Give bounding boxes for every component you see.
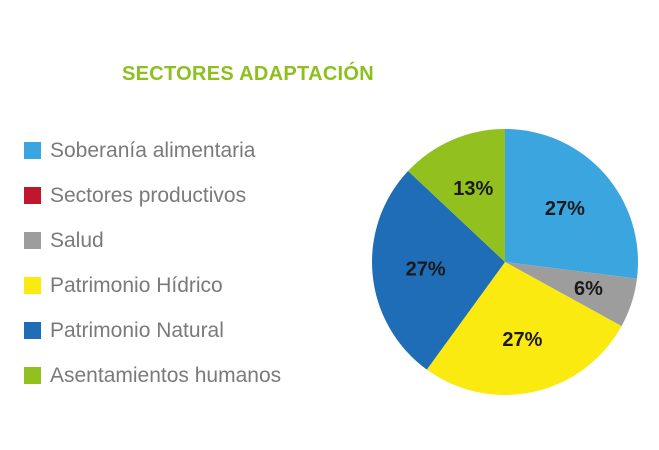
pie-slice-patrimonio-hidrico (426, 262, 622, 396)
legend-label: Patrimonio Natural (50, 318, 224, 342)
pie-slice-asentamientos-humanos (408, 129, 505, 262)
legend-item-sectores-productivos: Sectores productivos (24, 173, 281, 218)
legend-label: Soberanía alimentaria (50, 138, 256, 162)
pie-slice-soberania-alimentaria (505, 129, 638, 279)
slice-value-label: 27% (406, 259, 446, 281)
legend-item-patrimonio-hidrico: Patrimonio Hídrico (24, 263, 281, 308)
legend-label: Sectores productivos (50, 183, 247, 207)
legend-swatch (24, 322, 41, 339)
legend-swatch (24, 367, 41, 384)
chart-title: SECTORES ADAPTACIÓN (122, 63, 375, 85)
legend-swatch (24, 277, 41, 294)
slice-value-label: 6% (574, 278, 603, 300)
pie-slice-salud (505, 262, 637, 327)
legend-item-asentamientos-humanos: Asentamientos humanos (24, 353, 281, 398)
legend-item-soberania-alimentaria: Soberanía alimentaria (24, 128, 281, 173)
legend-swatch (24, 187, 41, 204)
legend-item-salud: Salud (24, 218, 281, 263)
legend-label: Salud (50, 228, 104, 252)
legend-item-patrimonio-natural: Patrimonio Natural (24, 308, 281, 353)
slice-value-label: 27% (502, 329, 542, 351)
legend-label: Patrimonio Hídrico (50, 273, 223, 297)
pie-slice-patrimonio-natural (372, 170, 505, 370)
legend-swatch (24, 142, 41, 159)
slice-value-label: 27% (545, 198, 585, 220)
legend-swatch (24, 232, 41, 249)
legend: Soberanía alimentaria Sectores productiv… (24, 128, 281, 398)
slice-value-label: 13% (453, 178, 493, 200)
legend-label: Asentamientos humanos (50, 363, 282, 387)
